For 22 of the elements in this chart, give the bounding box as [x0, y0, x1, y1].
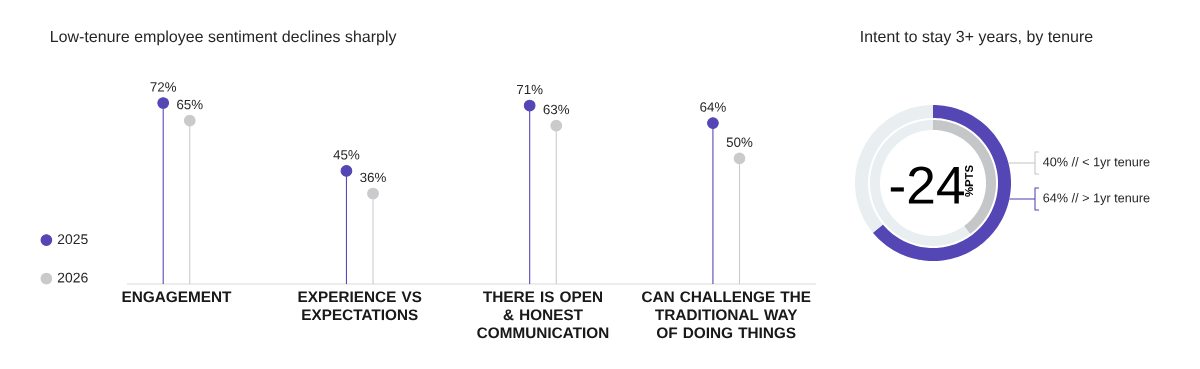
data-label: 64% — [700, 102, 726, 112]
slice-label: < 1yr tenure — [1082, 157, 1150, 169]
chart-title: Low-tenure employee sentiment declines sharply — [51, 30, 397, 46]
data-label: 64% // — [1043, 193, 1079, 203]
data-label: 63% — [543, 104, 570, 115]
legend-label: 2026 — [57, 272, 88, 283]
data-label: 40% // — [1043, 157, 1079, 167]
data-label: 50% — [726, 137, 753, 147]
data-label: 72% — [150, 82, 177, 92]
chart-title: Intent to stay 3+ years, by tenure — [861, 30, 1093, 46]
data-label: 65% — [177, 99, 203, 110]
data-label: 36% — [360, 172, 386, 183]
data-label: 71% — [517, 84, 543, 95]
legend-label: 2025 — [57, 234, 88, 245]
x-tick-label: EXPERIENCE VS EXPECTATIONS — [298, 291, 422, 321]
x-tick-label: ENGAGEMENT — [122, 291, 232, 303]
data-label: 45% — [333, 150, 360, 160]
slice-label: > 1yr tenure — [1082, 193, 1150, 205]
x-tick-label: CAN CHALLENGE THE TRADITIONAL WAY OF DOING THINGS — [642, 291, 811, 339]
text: -24 — [890, 166, 964, 204]
text: %PTS — [965, 165, 974, 197]
x-tick-label: THERE IS OPEN & HONEST COMMUNICATION — [477, 291, 609, 339]
